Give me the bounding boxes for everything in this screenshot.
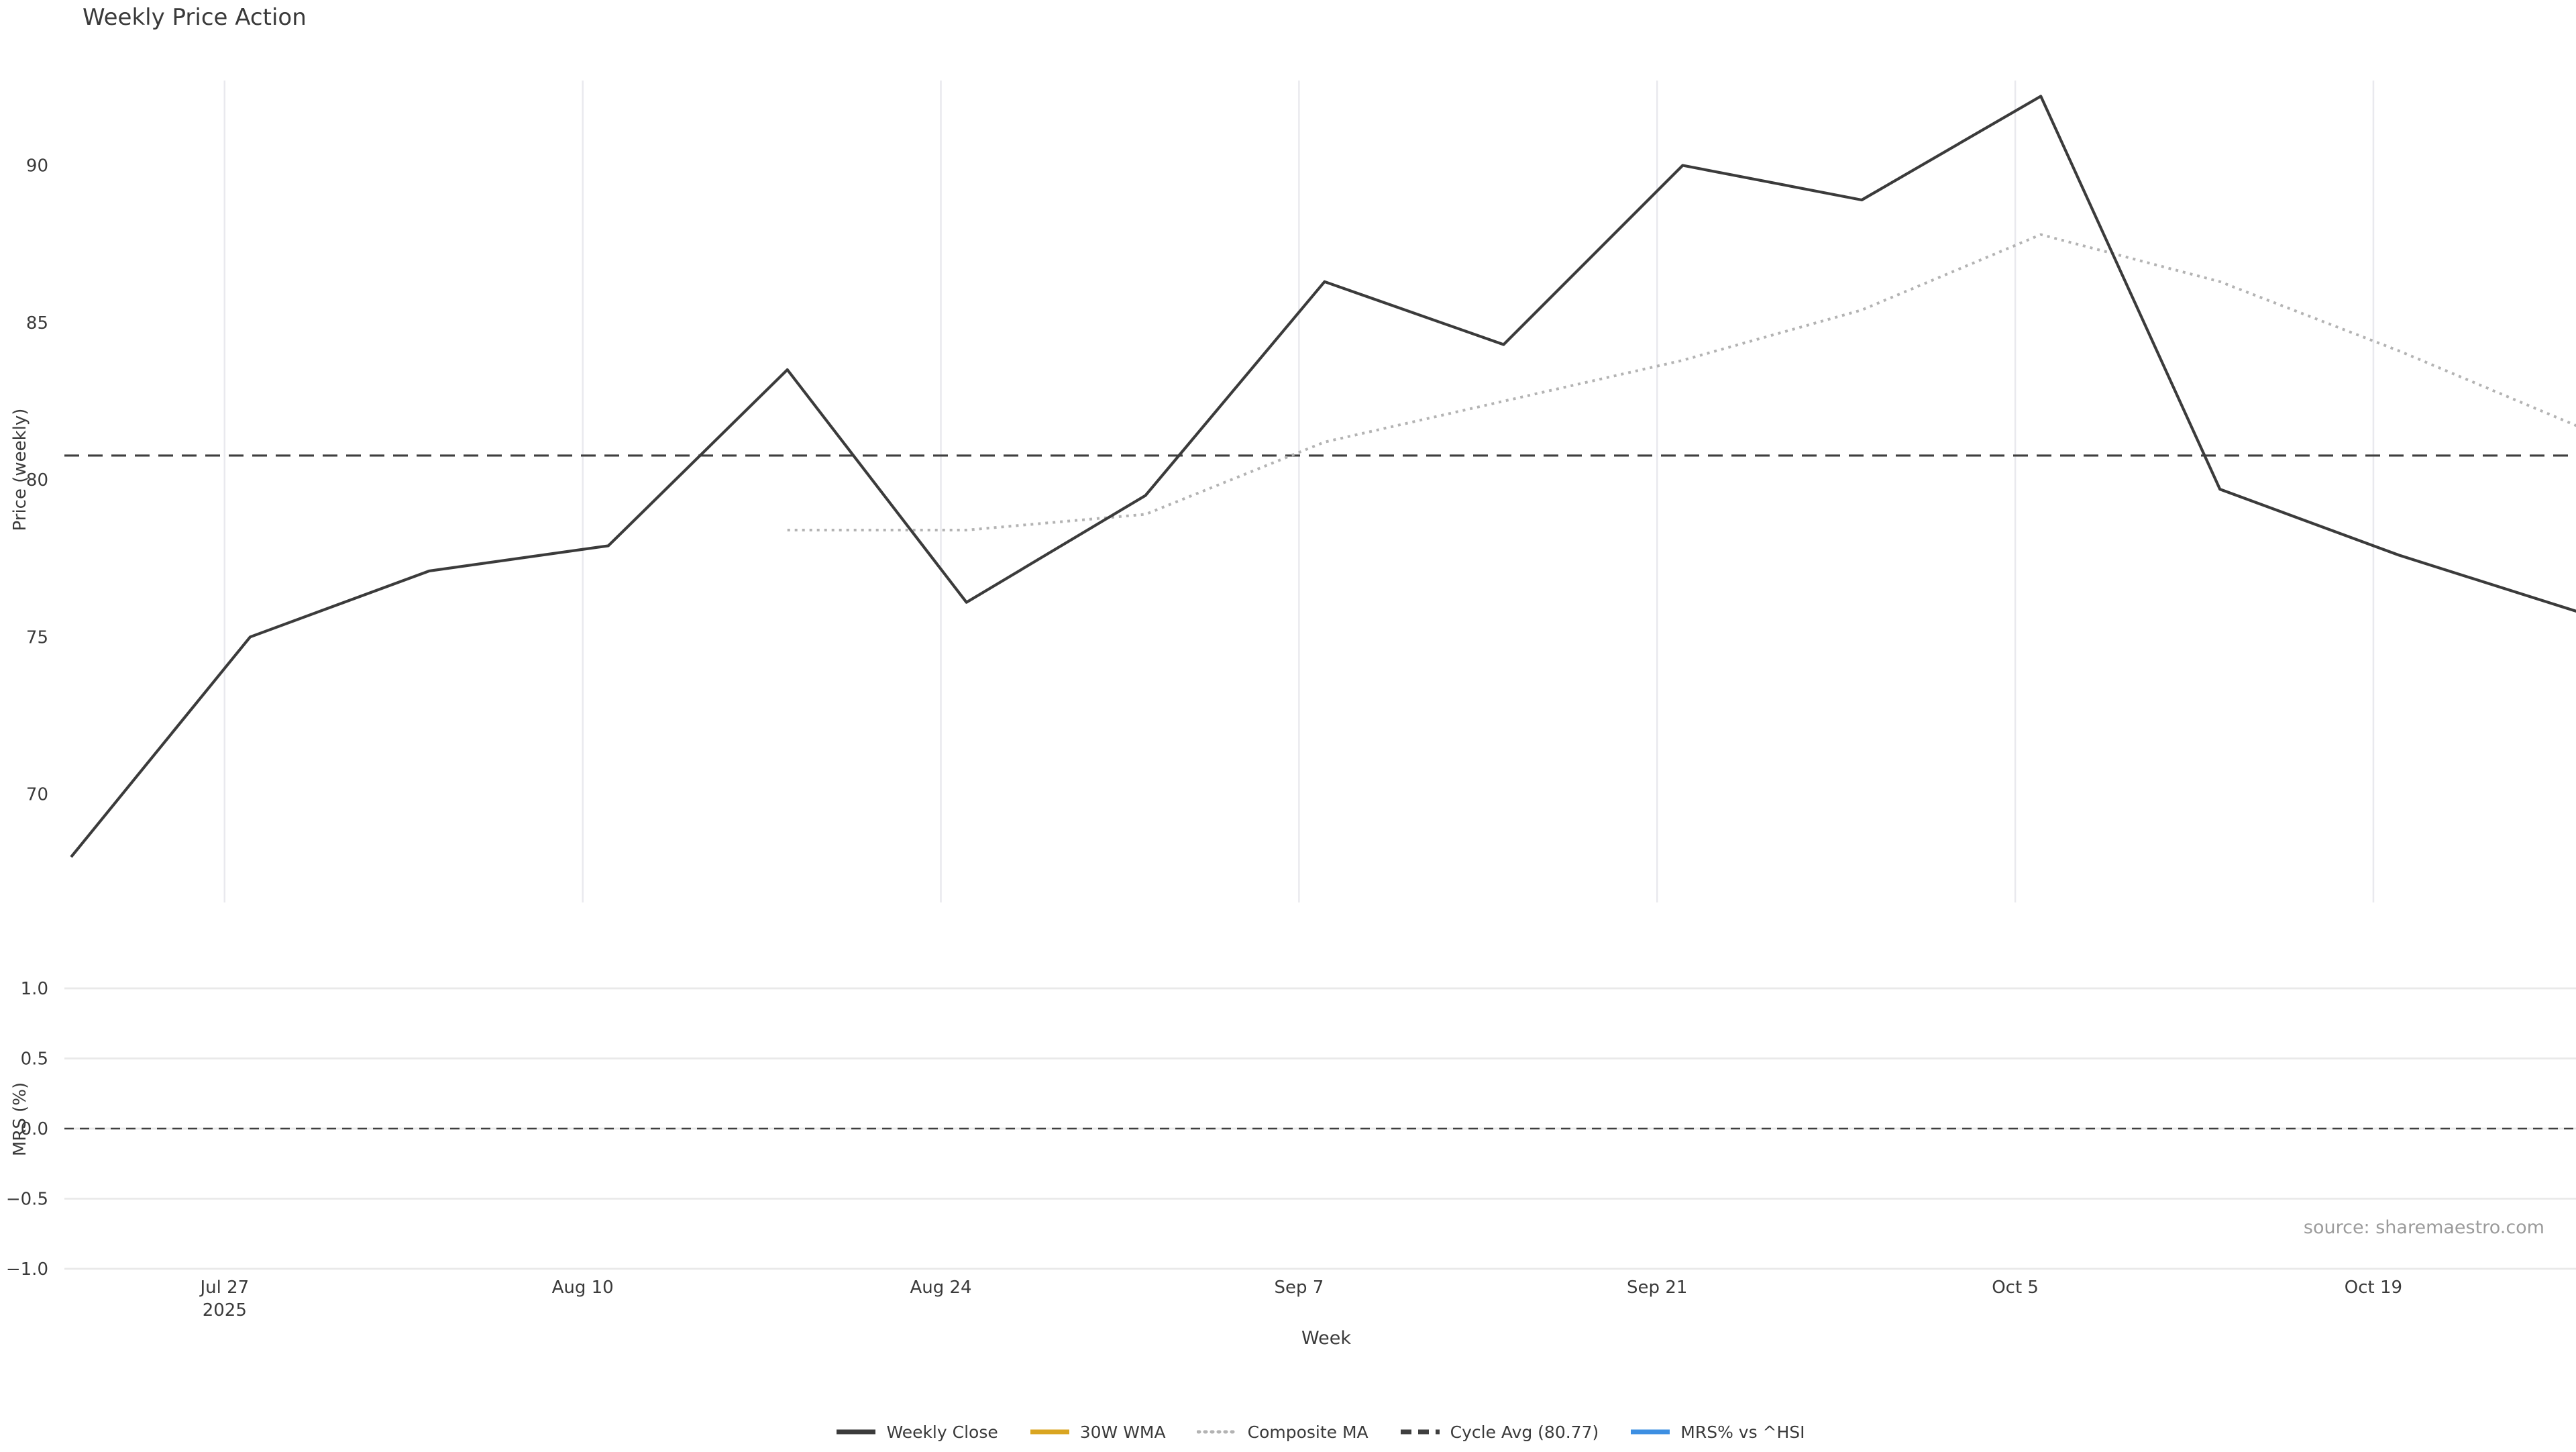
mrs-ytick-label: 0.5: [21, 1049, 48, 1070]
x-tick-label: Jul 27: [199, 1278, 249, 1298]
legend-item-30w-wma: 30W WMA: [1029, 1422, 1166, 1442]
price-ytick-label: 70: [26, 785, 48, 805]
legend-swatch-line-icon: [1196, 1430, 1238, 1434]
legend-swatch-line-icon: [837, 1429, 876, 1435]
mrs-ytick-labels: 1.0 0.5 0.0 −0.5 −1.0: [6, 979, 48, 1280]
price-ylabel: Price (weekly): [10, 409, 30, 531]
legend-swatch-line-icon: [1400, 1429, 1440, 1435]
chart-title: Weekly Price Action: [83, 4, 307, 31]
x-axis-label: Week: [1301, 1328, 1351, 1349]
price-ytick-label: 75: [26, 627, 48, 647]
x-tick-label: Aug 24: [910, 1278, 971, 1298]
x-tick-label: Aug 10: [552, 1278, 614, 1298]
mrs-ytick-label: 1.0: [21, 979, 48, 999]
legend-swatch-line-icon: [1030, 1429, 1069, 1435]
x-tick-label: Sep 21: [1627, 1278, 1687, 1298]
legend-label: Weekly Close: [886, 1422, 998, 1442]
mrs-ytick-label: −0.5: [6, 1190, 48, 1210]
price-ytick-label: 85: [26, 313, 48, 333]
price-ytick-labels: 90 85 80 75 70: [26, 156, 48, 805]
mrs-ylabel: MRS (%): [10, 1082, 30, 1156]
legend-label: 30W WMA: [1079, 1422, 1166, 1442]
legend-label: Cycle Avg (80.77): [1450, 1422, 1599, 1442]
legend-item-composite-ma: Composite MA: [1196, 1422, 1368, 1442]
x-tick-label: Sep 7: [1274, 1278, 1324, 1298]
x-tick-label: Oct 5: [1992, 1278, 2039, 1298]
source-note: source: sharemaestro.com: [2304, 1217, 2544, 1238]
price-ytick-label: 80: [26, 470, 48, 490]
price-vertical-gridlines: [223, 81, 2375, 902]
price-ytick-label: 90: [26, 156, 48, 176]
composite-ma-line: [787, 233, 2576, 531]
x-tick-year-label: 2025: [203, 1300, 247, 1320]
legend-item-weekly-close: Weekly Close: [835, 1422, 998, 1442]
legend-label: Composite MA: [1247, 1422, 1368, 1442]
mrs-ytick-label: 0.0: [21, 1119, 48, 1139]
legend-item-cycle-avg-80-77-: Cycle Avg (80.77): [1399, 1422, 1599, 1442]
mrs-ytick-label: −1.0: [6, 1259, 48, 1280]
x-tick-label: Oct 19: [2345, 1278, 2402, 1298]
legend-swatch-line-icon: [1631, 1429, 1670, 1435]
legend: Weekly Close 30W WMA Composite MA Cycle Avg…: [0, 1414, 2576, 1449]
legend-item-mrs-vs-hsi: MRS% vs ^HSI: [1629, 1422, 1805, 1442]
legend-label: MRS% vs ^HSI: [1680, 1422, 1805, 1442]
weekly-close-line: [70, 95, 2576, 858]
